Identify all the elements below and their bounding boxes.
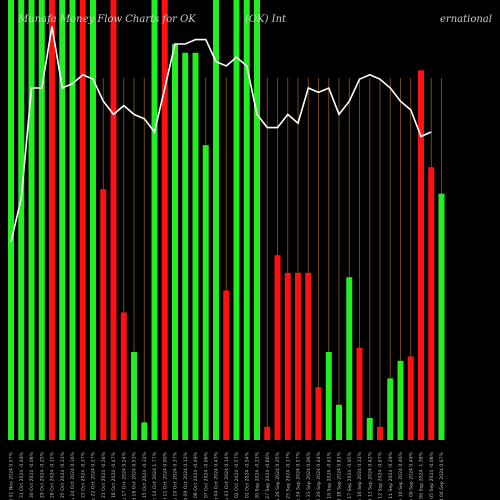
bar	[264, 426, 271, 440]
bar	[18, 0, 25, 440]
bar	[336, 404, 342, 440]
x-tick-label: Wed 04 Sep 2024 0.67%	[439, 451, 445, 500]
bar	[69, 0, 76, 440]
x-tick-label: Tue 08 Oct 2024 -0.49%	[193, 451, 199, 500]
bar	[428, 167, 435, 440]
bar	[79, 0, 86, 440]
x-tick-label: Mon 23 Sep 2024 0.06%	[306, 451, 312, 500]
bar	[213, 0, 219, 440]
x-tick-label: Mon 16 Sep 2024 0.32%	[357, 451, 363, 500]
bar	[151, 0, 158, 440]
x-tick-label: Thu 03 Oct 2024 0.14%	[224, 451, 230, 500]
bar	[295, 272, 301, 440]
x-tick-label: Fri 06 Sep 2024 -1.38%	[419, 451, 425, 500]
x-tick-label: Fri 04 Oct 2024 0.43%	[214, 451, 220, 500]
x-tick-label: Tue 24 Sep 2024 0.57%	[296, 451, 302, 500]
bar	[172, 44, 178, 440]
bar	[120, 312, 127, 440]
x-tick-label: Fri 13 Sep 2024 0.42%	[367, 451, 373, 500]
bar	[418, 70, 424, 441]
bar	[28, 0, 35, 440]
bar	[161, 0, 168, 440]
x-tick-label: Thu 12 Sep 2024 -0.67%	[378, 451, 384, 500]
bars-layer	[8, 0, 445, 441]
x-tick-label: Mon 30 Sep 2024 -0.23%	[255, 451, 261, 500]
bar	[438, 193, 445, 440]
x-tick-label: Thu 05 Sep 2024 -0.08%	[429, 451, 435, 500]
x-tick-label: Tue 17 Sep 2024 -0.95%	[347, 451, 353, 500]
bar	[397, 360, 404, 440]
x-tick-label: Fri 11 Oct 2024 0.90%	[162, 451, 168, 500]
x-tick-label: Wed 09 Oct 2024 0.12%	[183, 451, 189, 500]
bar	[243, 0, 250, 440]
x-tick-label: Wed 18 Sep 2024 0.81%	[337, 451, 343, 500]
bar	[325, 352, 332, 440]
bar	[49, 0, 55, 440]
title-part-1: Munafa Money Flow Charts for OK	[17, 14, 196, 25]
bar	[284, 272, 291, 440]
x-tick-labels: Fri 01 Nov 2024 0.57% Thu 31 Oct 2024 -0.…	[9, 451, 446, 500]
x-tick-label: Wed 25 Sep 2024 -0.17%	[285, 451, 291, 500]
x-tick-label: Tue 29 Oct 2024 -0.25%	[39, 451, 45, 500]
x-tick-label: Tue 22 Oct 2024 0.27%	[91, 451, 97, 500]
x-tick-label: Mon 07 Oct 2024 -0.06%	[203, 451, 209, 500]
x-tick-label: Thu 31 Oct 2024 -0.49%	[19, 451, 25, 500]
x-tick-label: Wed 16 Oct 2024 0.53%	[132, 451, 138, 500]
bar	[202, 145, 209, 440]
x-tick-label: Tue 01 Oct 2024 -0.54%	[244, 451, 250, 500]
bar	[110, 0, 117, 440]
x-tick-label: Mon 14 Oct 2024 1.77%	[152, 451, 158, 500]
bar	[366, 418, 373, 440]
title-part-2: (OK) Int	[245, 14, 287, 25]
x-tick-label: Tue 10 Sep 2024 0.46%	[398, 451, 404, 500]
x-tick-label: Thu 24 Oct 2024 0.36%	[70, 451, 76, 500]
x-tick-label: Thu 19 Sep 2024 -0.61%	[326, 451, 332, 500]
x-tick-label: Wed 02 Oct 2024 -0.57%	[234, 451, 240, 500]
bar	[356, 347, 363, 440]
bar	[182, 52, 189, 441]
x-tick-label: Thu 17 Oct 2024 0.24%	[121, 451, 127, 500]
bar	[90, 0, 96, 440]
bar	[141, 422, 148, 440]
x-tick-label: Fri 27 Sep 2024 -0.86%	[265, 451, 271, 500]
x-tick-label: Wed 30 Oct 2024 -0.08%	[29, 451, 35, 500]
x-tick-label: Fri 20 Sep 2024 0.44%	[316, 451, 322, 500]
x-tick-label: Fri 25 Oct 2024 -0.33%	[60, 451, 66, 500]
money-flow-line	[10, 26, 432, 243]
bar	[100, 189, 107, 440]
x-tick-label: Wed 23 Oct 2024 -0.37%	[80, 451, 86, 500]
bar	[8, 0, 14, 440]
bar	[223, 290, 230, 440]
bar	[387, 378, 394, 440]
x-tick-label: Tue 15 Oct 2024 -0.32%	[142, 451, 148, 500]
bar	[407, 356, 414, 440]
money-flow-line-layer	[10, 26, 432, 243]
x-tick-label: Mon 21 Oct 2024 -0.26%	[101, 451, 107, 500]
bar	[192, 52, 199, 441]
x-tick-label: Mon 09 Sep 2024 0.49%	[408, 451, 414, 500]
x-tick-label: Fri 18 Oct 2024 -0.47%	[111, 451, 117, 500]
bar	[274, 255, 281, 440]
bar	[38, 0, 45, 440]
chart-title: Munafa Money Flow Charts for OK (OK) Int…	[17, 14, 492, 25]
x-tick-label: Fri 01 Nov 2024 0.57%	[9, 451, 15, 500]
x-tick-label: Wed 11 Sep 2024 -0.29%	[388, 451, 394, 500]
x-tick-label: Thu 10 Oct 2024 0.37%	[173, 451, 179, 500]
title-part-3: ernational	[440, 14, 492, 25]
x-tick-label: Thu 26 Sep 2024 0.25%	[275, 451, 281, 500]
bar	[315, 387, 322, 440]
bar	[59, 0, 66, 440]
bar	[254, 0, 260, 440]
bar	[131, 352, 137, 440]
bar	[377, 426, 383, 440]
bar	[346, 277, 353, 440]
bar	[233, 0, 240, 440]
x-tick-label: Mon 28 Oct 2024 -0.15%	[50, 451, 56, 500]
bar	[305, 272, 312, 440]
